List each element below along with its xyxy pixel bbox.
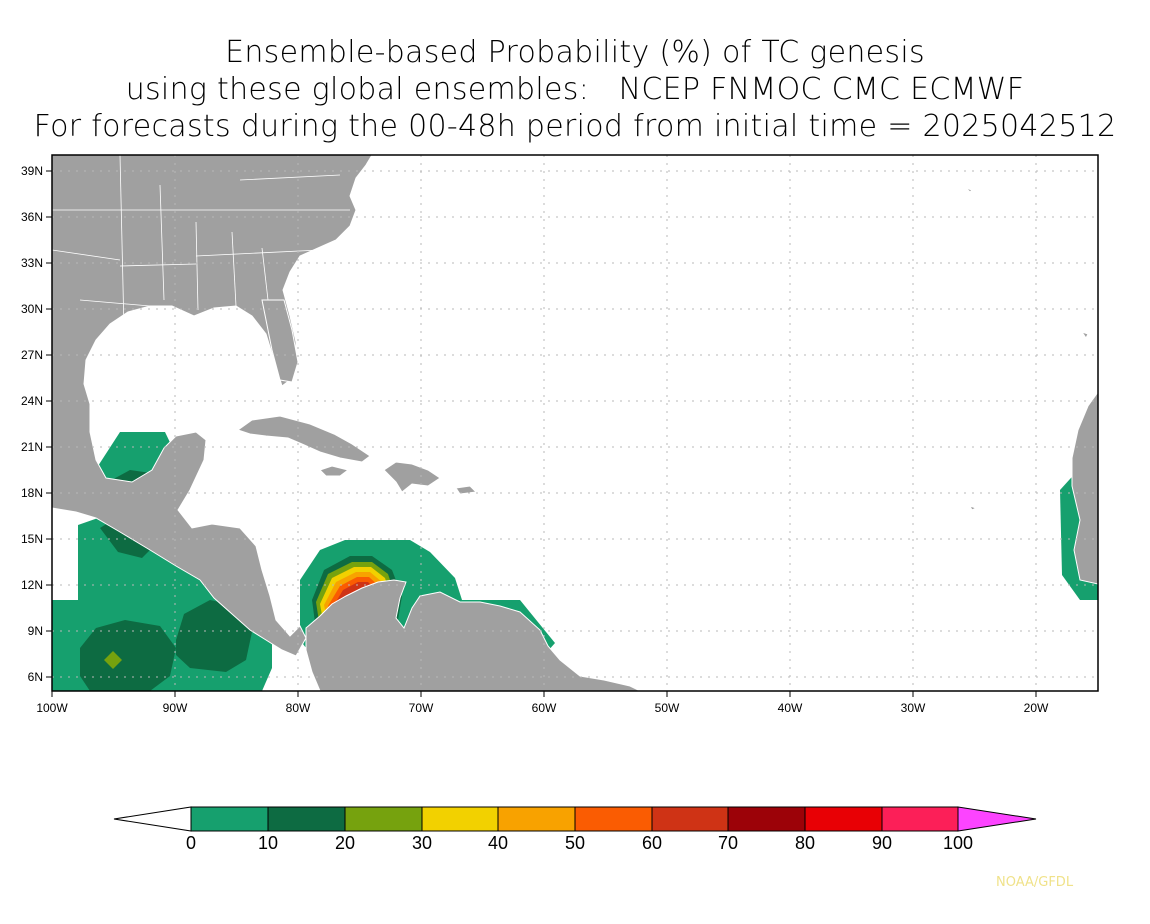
lon-tick-label: 20W <box>1024 701 1049 715</box>
lon-tick-label: 50W <box>655 701 680 715</box>
lesser-antilles <box>519 519 539 595</box>
colorbar-swatch <box>267 806 346 832</box>
lat-tick-label: 12N <box>21 578 43 592</box>
lat-tick-label: 36N <box>21 210 43 224</box>
colorbar-swatch <box>651 806 729 832</box>
colorbar-swatch <box>344 806 423 832</box>
lat-tick-label: 24N <box>21 394 43 408</box>
colorbar-swatch <box>804 806 883 832</box>
puerto-rico <box>455 485 478 495</box>
lon-axis: 100W 90W 80W 70W 60W 50W 40W 30W 20W <box>36 691 1049 715</box>
west-africa <box>1071 391 1098 585</box>
lon-tick-label: 40W <box>778 701 803 715</box>
bahamas <box>299 355 379 429</box>
prob-spot-pacific <box>104 651 122 669</box>
lon-tick-label: 60W <box>532 701 557 715</box>
colorbar-swatch <box>190 806 269 832</box>
lat-tick-label: 33N <box>21 256 43 270</box>
colorbar-swatch <box>727 806 806 832</box>
title-line-1: Ensemble-based Probability (%) of TC gen… <box>225 35 925 70</box>
colorbar-label: 10 <box>258 833 278 853</box>
colorbar-label: 0 <box>186 833 196 853</box>
cuba <box>236 415 371 463</box>
title-line-2: using these global ensembles: NCEP FNMOC… <box>125 72 1025 107</box>
colorbar-label: 60 <box>642 833 662 853</box>
lat-tick-label: 39N <box>21 164 43 178</box>
colorbar-below-arrow <box>113 806 192 832</box>
lon-tick-label: 70W <box>409 701 434 715</box>
land <box>52 155 1098 691</box>
map-area <box>52 155 1098 691</box>
hispaniola <box>383 461 441 493</box>
florida <box>261 299 299 383</box>
lat-tick-label: 6N <box>28 670 43 684</box>
map-frame <box>51 154 1099 692</box>
map-title: Ensemble-based Probability (%) of TC gen… <box>0 34 1150 145</box>
lon-tick-label: 30W <box>901 701 926 715</box>
lat-tick-label: 18N <box>21 486 43 500</box>
lon-tick-label: 90W <box>163 701 188 715</box>
colorbar-label: 80 <box>795 833 815 853</box>
lat-tick-label: 21N <box>21 440 43 454</box>
colorbar-swatch <box>421 806 499 832</box>
colorbar-above-arrow <box>957 806 1037 832</box>
colorbar-label: 30 <box>412 833 432 853</box>
prob-core-pacific-east <box>176 600 252 672</box>
atlantic-islets <box>965 187 1089 511</box>
prob-core-pacific-west <box>80 620 176 691</box>
title-line-3: For forecasts during the 00-48h period f… <box>33 109 1117 144</box>
colorbar-swatch <box>574 806 653 832</box>
colorbar: 0 10 20 30 40 50 60 70 80 90 100 <box>113 806 1037 853</box>
lon-tick-label: 80W <box>286 701 311 715</box>
colorbar-swatch <box>881 806 959 832</box>
lat-tick-label: 9N <box>28 624 43 638</box>
jamaica <box>319 465 350 477</box>
credit-label: NOAA/GFDL <box>996 875 1074 890</box>
colorbar-label: 70 <box>718 833 738 853</box>
lon-tick-label: 100W <box>36 701 68 715</box>
colorbar-label: 90 <box>872 833 892 853</box>
south-america <box>305 579 641 691</box>
gridlines <box>52 155 1098 691</box>
colorbar-label: 40 <box>488 833 508 853</box>
state-borders <box>52 155 350 331</box>
lat-tick-label: 27N <box>21 348 43 362</box>
colorbar-label: 50 <box>565 833 585 853</box>
colorbar-label: 20 <box>335 833 355 853</box>
lat-axis: 39N 36N 33N 30N 27N 24N 21N 18N 15N 12N … <box>21 164 52 684</box>
colorbar-swatch <box>497 806 576 832</box>
colorbar-label: 100 <box>943 833 973 853</box>
north-america <box>52 155 373 657</box>
lat-tick-label: 30N <box>21 302 43 316</box>
lat-tick-label: 15N <box>21 532 43 546</box>
